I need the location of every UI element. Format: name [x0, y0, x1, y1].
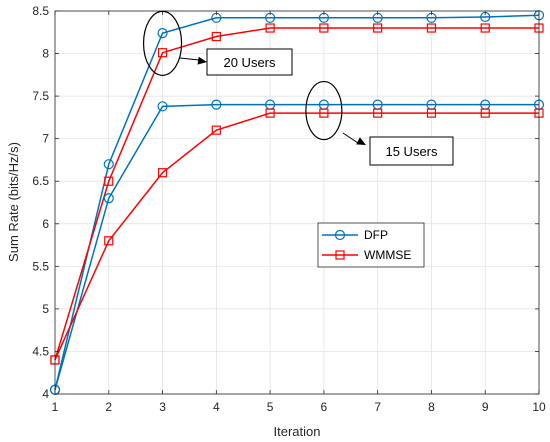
x-tick-label: 4 [213, 400, 220, 414]
series-line [54, 27, 539, 361]
annotation-label: 20 Users [223, 55, 276, 70]
data-point [157, 48, 168, 58]
axis-ticks: 1 2 3 4 5 6 7 8 9 10 4 4.5 5 5.5 6 6.5 7 7.5 8 8.5 [32, 4, 546, 414]
x-tick-label: 8 [428, 400, 435, 414]
series-wmmse-20-users [50, 23, 544, 365]
data-point [104, 236, 114, 246]
data-point [373, 108, 383, 118]
data-point [265, 108, 275, 118]
annotations: 20 Users 15 Users [142, 10, 454, 166]
legend-label: WMMSE [364, 248, 411, 262]
annotation-arrow-line [179, 57, 200, 61]
y-tick-label: 5.5 [32, 259, 49, 273]
annotation-ellipse [305, 80, 343, 141]
legend-label: DFP [364, 228, 388, 242]
data-point [426, 108, 437, 118]
y-tick-label: 7 [42, 132, 49, 146]
y-tick-label: 4.5 [32, 344, 49, 358]
x-axis-title: Iteration [274, 424, 321, 439]
data-point [319, 108, 329, 118]
x-tick-label: 1 [52, 400, 59, 414]
series-line [54, 103, 539, 390]
plot-background [55, 11, 539, 394]
y-tick-label: 8.5 [32, 4, 49, 18]
x-tick-label: 2 [105, 400, 112, 414]
x-tick-label: 10 [532, 400, 546, 414]
annotation-arrow-line [342, 132, 359, 144]
data-point [157, 101, 168, 112]
data-point [157, 28, 168, 39]
legend-marker [335, 250, 345, 260]
y-tick-label: 6.5 [32, 174, 49, 188]
series-line [54, 112, 539, 361]
x-tick-label: 9 [482, 400, 489, 414]
legend-box [317, 222, 425, 268]
legend-item-wmmse: WMMSE [322, 248, 411, 262]
data-point [211, 125, 221, 135]
data-point [211, 99, 222, 110]
series-layer [49, 10, 545, 395]
y-tick-label: 6 [42, 217, 49, 231]
x-tick-label: 5 [267, 400, 274, 414]
data-point [265, 23, 275, 33]
legend: DFP WMMSE [317, 222, 425, 268]
y-axis-title: Sum Rate (bits/Hz/s) [6, 142, 21, 262]
annotation-15-users: 15 Users [305, 80, 454, 166]
y-tick-label: 5 [42, 302, 49, 316]
data-point [103, 193, 114, 204]
series-line [54, 14, 540, 390]
data-point [103, 159, 114, 170]
legend-marker [334, 229, 346, 241]
legend-item-dfp: DFP [322, 228, 388, 242]
y-tick-label: 4 [42, 387, 49, 401]
annotation-box [369, 136, 454, 166]
data-point [426, 23, 437, 33]
data-point [157, 168, 168, 178]
annotation-label: 15 Users [385, 144, 438, 159]
annotation-20-users: 20 Users [142, 10, 293, 76]
x-tick-label: 6 [321, 400, 328, 414]
y-tick-label: 7.5 [32, 89, 49, 103]
plot-frame [54, 10, 540, 395]
annotation-arrow-head [197, 56, 207, 65]
data-point [373, 23, 383, 33]
data-point [480, 23, 490, 33]
data-point [211, 31, 221, 42]
x-tick-label: 7 [374, 400, 381, 414]
annotation-box [206, 48, 293, 76]
data-point [480, 108, 490, 118]
x-tick-label: 3 [159, 400, 166, 414]
data-point [319, 23, 329, 33]
data-point [104, 176, 114, 186]
annotation-arrow-head [356, 137, 366, 145]
y-tick-label: 8 [42, 47, 49, 61]
annotation-ellipse [142, 10, 183, 76]
